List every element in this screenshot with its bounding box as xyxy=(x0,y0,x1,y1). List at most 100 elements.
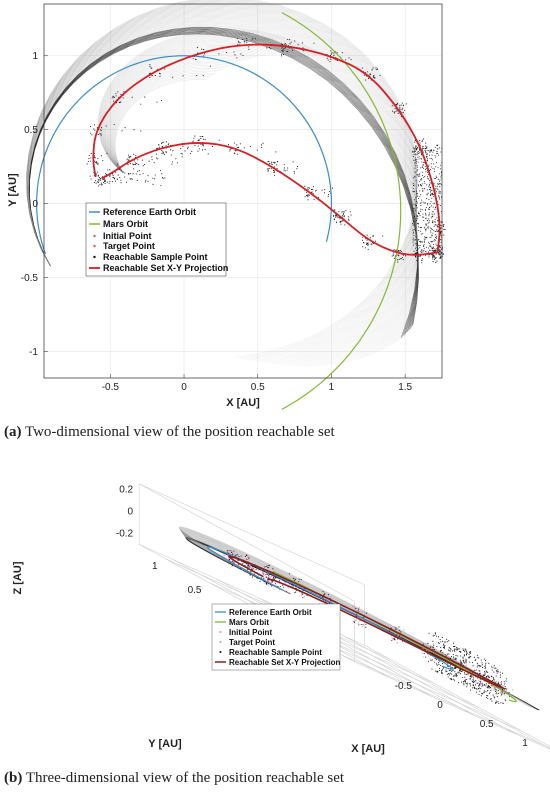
sample-point-3d xyxy=(230,550,232,552)
sample-point xyxy=(397,112,399,114)
sample-point xyxy=(412,147,414,149)
sample-point xyxy=(89,175,91,177)
sample-point-3d xyxy=(291,576,293,578)
sample-point-3d xyxy=(492,667,494,669)
sample-point xyxy=(251,39,253,41)
sample-point xyxy=(419,175,421,177)
sample-point-3d xyxy=(226,551,228,553)
sample-point xyxy=(425,207,427,209)
sample-point-3d xyxy=(455,667,457,669)
trajectory-line xyxy=(26,3,418,367)
sample-point-3d xyxy=(472,677,474,679)
sample-point xyxy=(436,148,438,150)
sample-point xyxy=(420,210,422,212)
sample-point-3d xyxy=(488,686,490,688)
sample-point xyxy=(421,166,423,168)
sample-point xyxy=(413,221,415,223)
sample-point-3d xyxy=(429,646,431,648)
sample-point-3d xyxy=(486,687,488,689)
sample-point xyxy=(171,161,174,163)
sample-point xyxy=(120,182,122,184)
sample-point xyxy=(435,239,437,241)
sample-point-3d xyxy=(453,649,455,651)
sample-point-3d xyxy=(479,665,481,667)
sample-point xyxy=(312,186,314,188)
sample-point xyxy=(432,220,434,222)
trajectory-line xyxy=(107,53,251,173)
sample-point-3d xyxy=(483,658,485,660)
sample-point-3d xyxy=(453,658,455,660)
sample-point-3d xyxy=(250,566,252,568)
sample-point xyxy=(413,234,415,236)
sample-point xyxy=(117,163,119,165)
sample-point xyxy=(398,250,400,252)
sample-point-3d xyxy=(329,602,331,604)
sample-point xyxy=(432,246,434,248)
sample-point-3d xyxy=(391,636,393,638)
sample-point xyxy=(425,155,427,157)
sample-point xyxy=(413,239,415,241)
sample-point xyxy=(93,124,96,126)
sample-point xyxy=(436,236,438,238)
sample-point-3d xyxy=(444,644,446,646)
trajectory-line xyxy=(27,10,417,364)
sample-point xyxy=(435,257,437,259)
sample-point xyxy=(91,134,93,136)
sample-point-3d xyxy=(357,610,359,612)
y-tick-label-3d: 1 xyxy=(152,561,158,572)
trajectory-line xyxy=(98,30,321,173)
sample-point xyxy=(94,129,96,131)
sample-point xyxy=(287,38,289,41)
sample-point xyxy=(415,209,417,211)
sample-point xyxy=(340,220,342,222)
sample-point-3d xyxy=(267,580,269,582)
x-tick-label: 1 xyxy=(329,382,335,393)
sample-point xyxy=(372,234,374,237)
trajectory-line xyxy=(104,46,270,173)
sample-point xyxy=(416,193,418,195)
sample-point-3d xyxy=(441,670,443,672)
sample-point-3d xyxy=(398,630,400,632)
sample-point xyxy=(425,217,427,219)
trajectory-line xyxy=(104,47,267,173)
trajectory-line xyxy=(28,25,418,341)
sample-point-3d xyxy=(389,630,391,632)
axes-edge xyxy=(364,644,550,747)
sample-point xyxy=(280,43,282,45)
sample-point-3d xyxy=(459,648,461,650)
sample-point xyxy=(276,164,278,166)
sample-point xyxy=(440,221,442,223)
sample-point xyxy=(438,190,440,192)
sample-point-3d xyxy=(433,649,436,651)
sample-point xyxy=(209,65,212,67)
sample-point-3d xyxy=(228,564,230,566)
sample-point xyxy=(426,219,428,221)
sample-point xyxy=(151,156,153,158)
sample-point-3d xyxy=(469,675,471,677)
sample-point xyxy=(436,151,438,153)
sample-point-3d xyxy=(294,579,296,581)
sample-point-3d xyxy=(460,662,462,664)
sample-point xyxy=(413,250,415,252)
y-axis-label-3d: Y [AU] xyxy=(148,738,182,750)
sample-point xyxy=(431,217,433,219)
trajectory-line xyxy=(26,0,418,365)
sample-point xyxy=(365,243,367,245)
sample-point-3d xyxy=(442,663,444,665)
sample-point-3d xyxy=(301,593,303,595)
sample-point-3d xyxy=(231,565,233,567)
trajectory-line xyxy=(109,60,236,173)
sample-point xyxy=(435,234,437,236)
sample-point xyxy=(229,148,231,150)
sample-point-3d xyxy=(465,682,467,685)
sample-point xyxy=(168,143,170,145)
sample-point xyxy=(430,231,432,233)
sample-point xyxy=(153,178,156,180)
sample-point xyxy=(417,152,419,154)
sample-point xyxy=(428,256,430,258)
sample-point xyxy=(123,91,125,93)
legend-label-samples: Reachable Sample Point xyxy=(103,252,208,262)
z-tick-label-3d: 0 xyxy=(128,506,134,517)
sample-point xyxy=(432,203,434,205)
sample-point-3d xyxy=(262,571,264,573)
